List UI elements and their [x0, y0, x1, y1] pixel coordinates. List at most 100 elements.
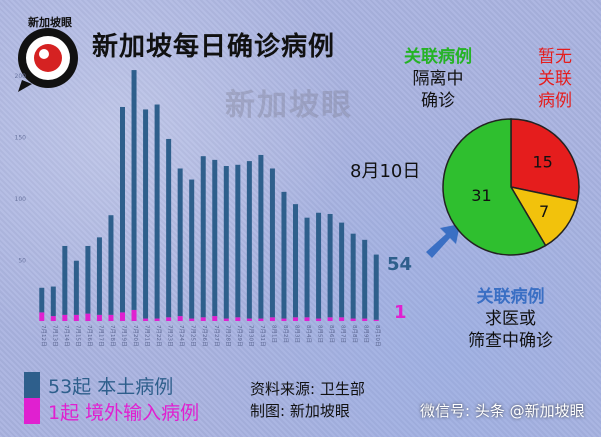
chart-title: 新加坡每日确诊病例 — [92, 32, 336, 62]
watermark: 新加坡眼 — [225, 88, 353, 123]
x-tick-label: 7月28日 — [224, 325, 231, 347]
bar-local — [166, 138, 172, 318]
bar-imported — [339, 317, 345, 321]
pie-label-unlinked: 暂无 关联 病例 — [538, 46, 572, 112]
bar-local — [39, 287, 45, 313]
x-tick-label: 7月12日 — [40, 325, 47, 347]
x-tick-label: 8月7日 — [340, 325, 347, 343]
bar-local — [50, 286, 56, 317]
source-line: 资料来源: 卫生部 — [250, 380, 365, 398]
pie-slice — [509, 185, 579, 247]
bar-local — [120, 106, 125, 313]
x-tick-label: 7月31日 — [259, 325, 266, 347]
bar-local — [62, 245, 68, 315]
pie-slice — [510, 118, 580, 202]
bar-imported — [235, 317, 241, 321]
x-tick-label: 7月16日 — [86, 325, 93, 347]
x-tick-label: 7月30日 — [247, 325, 254, 347]
pie-label-linked-isolated: 关联病例 隔离中 确诊 — [404, 46, 472, 112]
legend-label-imported: 1起 境外输入病例 — [48, 401, 200, 424]
local-end-label: 54 — [387, 254, 413, 275]
x-tick-label: 7月23日 — [167, 325, 174, 347]
pie-label-line: 确诊 — [421, 91, 455, 111]
bar-imported — [166, 317, 172, 321]
pie-label-line: 关联病例 — [476, 287, 545, 307]
pie-value-label: 15 — [533, 152, 553, 171]
bar-local — [362, 239, 368, 319]
wechat-id: 微信号: 头条 @新加坡眼 — [420, 402, 585, 420]
bar-local — [177, 168, 183, 317]
bar-local — [281, 191, 287, 319]
bar-imported — [269, 317, 275, 321]
bar-imported — [304, 317, 310, 321]
bar-imported — [281, 318, 287, 321]
x-tick-label: 7月25日 — [190, 325, 197, 347]
pie-value-label: 7 — [539, 202, 549, 221]
pie-label-line: 隔离中 — [412, 69, 464, 89]
bar-imported — [62, 314, 68, 321]
legend-item-imported: 1起 境外输入病例 — [24, 398, 199, 424]
y-tick-label: 50 — [18, 258, 26, 265]
bar-local — [200, 156, 206, 318]
bar-imported — [96, 314, 102, 321]
bar-imported — [73, 314, 79, 321]
x-tick-label: 7月20日 — [132, 325, 139, 347]
bar-local — [350, 233, 356, 319]
legend-swatch-imported — [24, 398, 40, 424]
x-tick-label: 7月15日 — [74, 325, 81, 347]
imported-end-label: 1 — [394, 302, 407, 323]
pie-value-label: 31 — [471, 186, 491, 205]
bar-local — [316, 212, 322, 319]
bar-imported — [154, 318, 160, 321]
y-tick-label: 100 — [15, 196, 27, 203]
bar-imported — [373, 319, 379, 321]
x-tick-label: 7月24日 — [178, 325, 185, 347]
bar-local — [373, 254, 379, 320]
arrow-icon — [426, 224, 460, 258]
pie-slice — [442, 118, 547, 256]
bar-local — [154, 104, 160, 319]
bar-local — [339, 222, 345, 318]
bar-local — [304, 217, 310, 318]
bar-imported — [316, 318, 322, 321]
source-note: 资料来源: 卫生部 制图: 新加坡眼 — [250, 378, 365, 422]
x-tick-label: 7月17日 — [97, 325, 104, 347]
bar-imported — [362, 318, 368, 321]
x-tick-label: 8月8日 — [351, 325, 358, 343]
bar-imported — [39, 312, 45, 321]
bar-imported — [293, 317, 298, 321]
bar-imported — [131, 309, 137, 321]
x-tick-label: 8月5日 — [317, 325, 324, 343]
bar-imported — [108, 314, 114, 321]
x-tick-label: 8月1日 — [270, 325, 277, 343]
bar-local — [235, 164, 241, 318]
bar-imported — [223, 318, 229, 321]
logo-label: 新加坡眼 — [28, 16, 72, 29]
y-tick-label: 150 — [15, 135, 27, 142]
pie-label-line: 关联病例 — [404, 47, 472, 67]
x-tick-label: 7月18日 — [109, 325, 116, 347]
bar-imported — [258, 318, 264, 321]
bar-imported — [212, 316, 218, 321]
bar-imported — [50, 316, 56, 321]
date-label: 8月10日 — [350, 161, 421, 182]
pie-label-line: 暂无 — [538, 47, 572, 67]
pie-label-linked-screening: 关联病例 求医或 筛查中确诊 — [468, 286, 553, 352]
legend-label-local: 53起 本土病例 — [48, 375, 174, 398]
bar-local — [108, 215, 114, 315]
bar-local — [85, 245, 91, 314]
x-tick-label: 8月9日 — [363, 325, 370, 343]
x-tick-label: 7月29日 — [236, 325, 243, 347]
bar-local — [73, 260, 79, 315]
x-tick-label: 7月27日 — [213, 325, 220, 347]
bar-local — [327, 213, 333, 318]
x-tick-label: 8月10日 — [374, 325, 381, 347]
bar-local — [246, 161, 252, 319]
legend-swatch-local — [24, 372, 40, 398]
bar-local — [258, 154, 264, 319]
pie-label-line: 关联 — [538, 69, 572, 89]
legend: 53起 本土病例 1起 境外输入病例 — [24, 372, 199, 424]
legend-item-local: 53起 本土病例 — [24, 372, 199, 398]
